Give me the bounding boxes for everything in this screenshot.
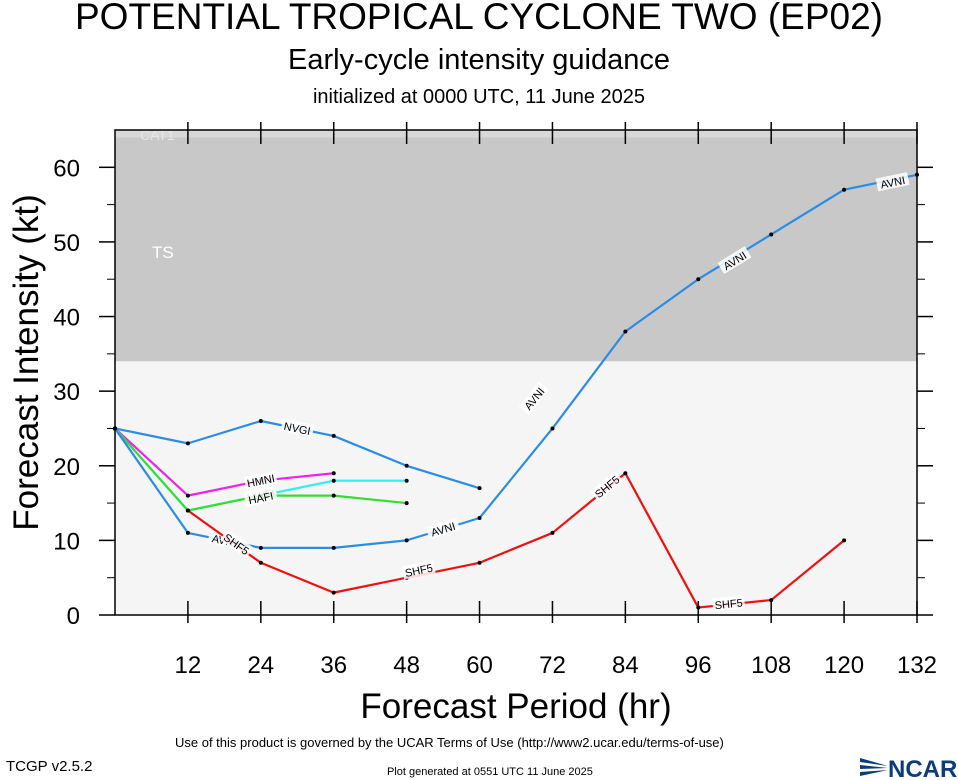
series-label-text: HAFI [248, 490, 275, 507]
x-tick-label: 108 [751, 652, 791, 679]
data-point-shf5 [696, 605, 701, 610]
series-label-bg [717, 246, 752, 275]
data-point-avni [185, 530, 190, 535]
series-label-bg [401, 560, 436, 580]
y-tick-label: 50 [53, 230, 80, 257]
generated-time: Plot generated at 0551 UTC 11 June 2025 [387, 766, 593, 778]
data-point-avni [623, 329, 628, 334]
logo-stripe-1 [860, 758, 888, 766]
x-tick-label: 12 [175, 652, 202, 679]
x-tick-label: 60 [466, 652, 493, 679]
series-label-bg [243, 470, 278, 490]
series-label-bg [875, 172, 910, 192]
data-point-nvgi [185, 441, 190, 446]
data-point-shf5 [331, 590, 336, 595]
band-label-cat1: CAT1 [140, 127, 175, 143]
series-label-shf5: SHF5 [712, 595, 746, 612]
chart-subtitle: Early-cycle intensity guidance [287, 44, 670, 76]
data-point-nvgi [477, 486, 482, 491]
logo-stripe-2 [860, 765, 888, 769]
data-point-shf5 [477, 560, 482, 565]
x-tick-label: 132 [897, 652, 937, 679]
series-label-text: NVGI [283, 421, 312, 438]
y-tick-label: 30 [53, 379, 80, 406]
series-label-bg [518, 381, 549, 415]
x-tick-label: 24 [247, 652, 274, 679]
logo-text: NCAR [888, 756, 957, 780]
y-tick-label: 60 [53, 155, 80, 182]
data-point-shf5 [258, 560, 263, 565]
y-axis-label: Forecast Intensity (kt) [7, 194, 46, 530]
x-tick-label: 84 [612, 652, 639, 679]
data-point-nvgi [258, 419, 263, 423]
series-label-shf5: SHF5 [401, 560, 436, 580]
series-line-hmni [114, 427, 334, 497]
data-point-hafi [331, 493, 336, 498]
band-label-ts: TS [152, 243, 174, 262]
x-tick-label: 48 [393, 652, 420, 679]
series-label-text: HMNI [246, 473, 276, 490]
logo-stripe-3 [860, 770, 888, 776]
data-point-avni [696, 277, 701, 282]
y-tick-label: 10 [53, 528, 80, 555]
chart-title: POTENTIAL TROPICAL CYCLONE TWO (EP02) [74, 0, 883, 37]
x-axis-label: Forecast Period (hr) [360, 687, 671, 726]
data-point-nvgi [404, 463, 409, 468]
terms-of-use: Use of this product is governed by the U… [175, 735, 724, 750]
y-tick-label: 20 [53, 454, 80, 481]
x-tick-label: 36 [320, 652, 347, 679]
plot-frame [114, 129, 918, 616]
series-label-avni: AVNI [875, 172, 910, 192]
band-cat1 [115, 130, 917, 138]
data-point-avni [331, 545, 336, 550]
series-label-nvgi: NVGI [280, 418, 315, 438]
data-point-shf5 [185, 508, 190, 513]
band-ts [115, 137, 917, 362]
data-point-avni [258, 545, 263, 550]
data-point-shf5 [842, 538, 847, 543]
data-point-avni [550, 426, 555, 431]
data-point-nvgi [331, 433, 336, 438]
series-label-bg [280, 418, 315, 438]
data-point-shf5 [623, 471, 628, 476]
data-point-hmni [185, 493, 190, 498]
data-point-hwfi [331, 478, 336, 483]
data-point-avni [769, 232, 774, 237]
x-tick-label: 120 [824, 652, 864, 679]
series-label-bg [243, 487, 278, 507]
series-label-text: AVNI [880, 175, 907, 192]
series-label-hmni: HMNI [243, 470, 278, 490]
y-tick-label: 0 [67, 603, 80, 630]
ncar-logo: NCAR [860, 756, 957, 780]
series-label-text: SHF5 [404, 563, 434, 580]
data-point-avni [477, 516, 482, 520]
data-point-hmni [331, 471, 336, 476]
series-label-text: SHF5 [714, 597, 743, 612]
series-label-bg [712, 595, 746, 612]
data-point-avni [404, 538, 409, 543]
series-label-bg [590, 471, 624, 502]
series-label-bg [425, 517, 461, 540]
series-label-hafi: HAFI [243, 487, 278, 507]
y-tick-label: 40 [53, 305, 80, 332]
series-label-bg [220, 529, 254, 559]
data-point-hafi [404, 501, 409, 506]
x-tick-label: 72 [539, 652, 566, 679]
version-label: TCGP v2.5.2 [6, 758, 93, 775]
x-tick-label: 96 [685, 652, 712, 679]
below-ts-band [115, 361, 917, 615]
data-point-avni [842, 187, 847, 192]
data-point-hwfi [404, 478, 409, 483]
data-point-shf5 [550, 530, 555, 535]
data-point-shf5 [769, 598, 774, 603]
init-time: initialized at 0000 UTC, 11 June 2025 [312, 86, 646, 108]
